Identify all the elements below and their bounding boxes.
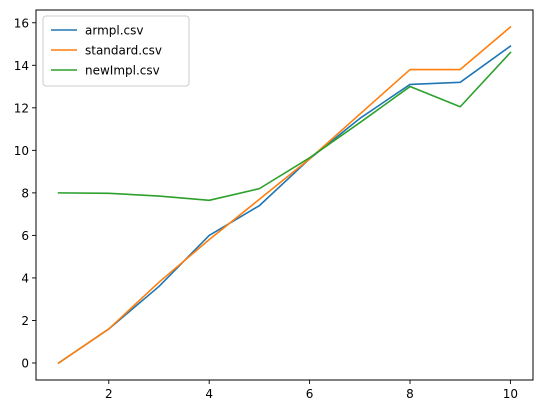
legend-label-1: standard.csv bbox=[85, 44, 162, 58]
x-tick-label: 8 bbox=[406, 387, 414, 401]
x-tick-label: 2 bbox=[105, 387, 113, 401]
y-axis: 0 2 4 6 8 10 12 14 16 bbox=[14, 16, 36, 370]
y-tick-label: 0 bbox=[21, 356, 29, 370]
x-tick-label: 10 bbox=[503, 387, 518, 401]
y-tick-label: 2 bbox=[21, 314, 29, 328]
series-line-0 bbox=[57, 45, 512, 365]
y-tick-label: 6 bbox=[21, 229, 29, 243]
legend-label-2: newImpl.csv bbox=[85, 64, 160, 78]
x-tick-label: 4 bbox=[205, 387, 213, 401]
y-tick-label: 14 bbox=[14, 59, 29, 73]
y-tick-label: 12 bbox=[14, 101, 29, 115]
legend-label-0: armpl.csv bbox=[85, 24, 143, 38]
y-tick-label: 4 bbox=[21, 271, 29, 285]
y-tick-label: 10 bbox=[14, 144, 29, 158]
series-line-2 bbox=[57, 51, 512, 202]
y-tick-label: 16 bbox=[14, 16, 29, 30]
legend: armpl.csv standard.csv newImpl.csv bbox=[42, 15, 190, 87]
y-tick-label: 8 bbox=[21, 186, 29, 200]
legend-box bbox=[42, 15, 190, 87]
x-tick-label: 6 bbox=[306, 387, 314, 401]
plot-frame bbox=[35, 9, 534, 381]
x-axis: 2 4 6 8 10 bbox=[105, 380, 518, 401]
series-line-1 bbox=[57, 25, 512, 365]
series-layer bbox=[57, 25, 512, 365]
